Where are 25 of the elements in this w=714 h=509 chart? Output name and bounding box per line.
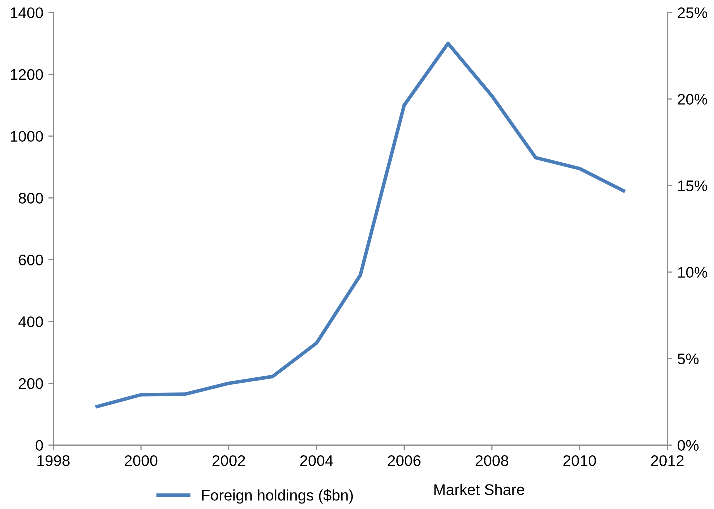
text: Market Share	[434, 484, 524, 496]
y-tick-label: 1400	[11, 8, 44, 18]
legend-label: Foreign holdings ($bn)	[202, 489, 354, 504]
x-tick-label: 2006	[388, 456, 421, 466]
y-tick-label: 400	[18, 316, 44, 328]
y2-tick-label: 20%	[678, 94, 708, 105]
y2-tick-label: 25%	[678, 8, 708, 18]
y2-tick-label: 0%	[678, 440, 699, 452]
x-tick-label: 1998	[38, 456, 70, 466]
y-tick-label: 1000	[11, 131, 44, 142]
y-tick-label: 800	[19, 193, 44, 204]
line-series	[96, 42, 626, 408]
y2-tick-label: 10%	[678, 267, 708, 278]
x-tick-label: 2002	[212, 456, 246, 466]
y-tick-label: 600	[19, 254, 44, 266]
x-tick-label: 2000	[125, 456, 158, 466]
y-tick-label: 0	[36, 440, 44, 452]
x-tick-label: 2010	[564, 456, 596, 466]
x-tick-label: 2004	[300, 456, 334, 466]
y2-tick-label: 5%	[678, 354, 699, 365]
y2-tick-label: 15%	[678, 180, 708, 192]
x-tick-label: 2008	[476, 456, 508, 466]
y-tick-label: 1200	[11, 69, 44, 80]
x-tick-label: 2012	[651, 456, 684, 466]
y-tick-label: 200	[19, 378, 44, 390]
